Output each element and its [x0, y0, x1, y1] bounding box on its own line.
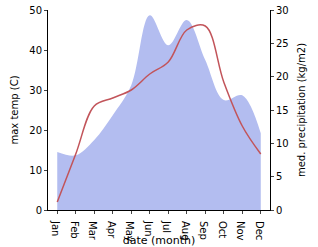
svg-text:25: 25	[276, 38, 289, 49]
svg-text:Nov: Nov	[235, 221, 246, 241]
svg-text:Dec: Dec	[254, 221, 265, 240]
svg-text:Aug: Aug	[180, 221, 191, 241]
svg-text:20: 20	[276, 71, 289, 82]
svg-text:30: 30	[29, 85, 42, 96]
svg-text:40: 40	[29, 45, 42, 56]
svg-text:10: 10	[29, 165, 42, 176]
svg-text:Jul: Jul	[161, 220, 172, 233]
svg-text:30: 30	[276, 5, 289, 16]
svg-text:15: 15	[276, 105, 289, 116]
svg-text:10: 10	[276, 138, 289, 149]
svg-text:Mar: Mar	[87, 221, 98, 241]
svg-text:May: May	[124, 221, 135, 242]
svg-text:Sep: Sep	[198, 221, 209, 240]
svg-text:Apr: Apr	[106, 221, 117, 239]
svg-text:Feb: Feb	[69, 221, 80, 239]
svg-text:med. precipitation (kg/m2): med. precipitation (kg/m2)	[296, 43, 307, 177]
svg-text:Oct: Oct	[217, 221, 228, 238]
svg-text:Jan: Jan	[50, 220, 61, 236]
svg-text:date (month): date (month)	[123, 234, 196, 247]
svg-text:0: 0	[36, 205, 42, 216]
svg-text:20: 20	[29, 125, 42, 136]
svg-text:5: 5	[276, 171, 282, 182]
svg-text:max temp (C): max temp (C)	[9, 75, 20, 144]
svg-text:50: 50	[29, 5, 42, 16]
svg-text:Jun: Jun	[143, 220, 154, 237]
svg-text:0: 0	[276, 205, 282, 216]
